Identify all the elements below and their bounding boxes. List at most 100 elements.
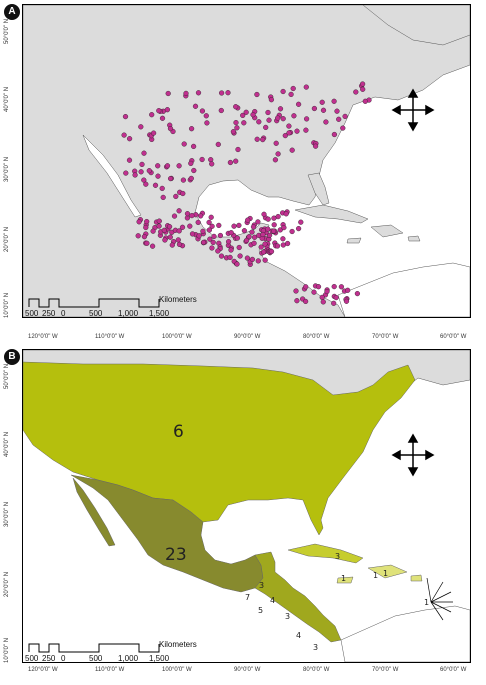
occurrence-point xyxy=(152,182,159,188)
occurrence-point xyxy=(189,231,196,237)
occurrence-point xyxy=(165,90,171,97)
occurrence-point xyxy=(225,90,231,96)
occurrence-point xyxy=(183,90,189,97)
occurrence-point xyxy=(141,150,147,156)
occurrence-point xyxy=(204,120,210,126)
occurrence-point xyxy=(250,224,257,230)
occurrence-point xyxy=(289,147,295,153)
occurrence-point xyxy=(343,298,350,304)
scale-label-250: 250 xyxy=(42,309,56,318)
occurrence-point xyxy=(189,213,195,219)
occurrence-point xyxy=(254,136,260,142)
costa-rica-count: 4 xyxy=(296,631,302,640)
occurrence-point xyxy=(227,254,233,261)
occurrence-point xyxy=(199,108,206,114)
occurrence-point xyxy=(168,176,174,182)
scale-unit-label: Kilometers xyxy=(159,640,197,649)
occurrence-point xyxy=(280,116,286,122)
occurrence-point xyxy=(143,224,149,231)
occurrence-point xyxy=(296,226,302,232)
occurrence-point xyxy=(290,85,296,92)
occurrence-point xyxy=(241,120,247,126)
scale-bar xyxy=(28,643,160,653)
occurrence-point xyxy=(266,117,272,123)
occurrence-point xyxy=(167,234,173,240)
occurrence-point xyxy=(228,230,234,236)
occurrence-point xyxy=(209,223,215,229)
occurrence-point xyxy=(320,299,326,305)
occurrence-point xyxy=(265,226,271,232)
occurrence-point xyxy=(275,115,281,121)
scale-label-500: 500 xyxy=(89,654,103,663)
occurrence-point xyxy=(195,219,201,226)
occurrence-point xyxy=(126,136,133,142)
occurrence-point xyxy=(233,104,239,110)
occurrence-point xyxy=(230,129,237,135)
occurrence-point xyxy=(180,190,186,197)
occurrence-point xyxy=(331,284,337,290)
lat-tick-30: 30°0'0" N xyxy=(4,501,10,527)
occurrence-point xyxy=(303,284,309,290)
lat-tick-10: 10°0'0" N xyxy=(4,637,10,663)
occurrence-point xyxy=(138,169,144,175)
panel-a: Kilometers 500 250 0 500 1,000 1,500 A 5… xyxy=(3,3,471,340)
lat-tick-40: 40°0'0" N xyxy=(4,86,10,112)
belize-count: 3 xyxy=(259,581,265,590)
occurrence-point xyxy=(246,234,252,240)
occurrence-point xyxy=(289,228,295,235)
lon-tick-60: 60°0'0" W xyxy=(440,334,467,340)
occurrence-point xyxy=(272,157,279,163)
occurrence-point xyxy=(338,284,345,290)
occurrence-point xyxy=(340,125,346,131)
occurrence-point xyxy=(262,257,268,263)
occurrence-point xyxy=(227,159,234,166)
occurrence-point xyxy=(304,116,310,122)
occurrence-point xyxy=(258,244,264,250)
occurrence-point xyxy=(311,289,317,295)
occurrence-point xyxy=(298,219,304,225)
nicaragua-count: 3 xyxy=(285,612,291,621)
guatemala-count: 7 xyxy=(245,593,251,602)
puerto-rico-region xyxy=(410,574,423,582)
scale-bar xyxy=(28,298,160,308)
occurrence-point xyxy=(198,213,204,219)
occurrence-point xyxy=(255,258,261,264)
occurrence-point xyxy=(280,236,286,242)
occurrence-point xyxy=(249,256,256,263)
occurrence-point xyxy=(211,233,217,240)
occurrence-point xyxy=(188,175,194,182)
occurrence-point xyxy=(244,237,250,244)
lon-tick-60: 60°0'0" W xyxy=(440,667,467,673)
occurrence-point xyxy=(176,163,182,169)
occurrence-point xyxy=(123,170,129,176)
occurrence-point xyxy=(251,240,257,246)
occurrence-point xyxy=(180,177,187,183)
scale-label-0: 0 xyxy=(61,309,66,318)
occurrence-point xyxy=(261,211,267,217)
occurrence-point xyxy=(176,241,183,248)
occurrence-point xyxy=(136,219,142,225)
occurrence-point xyxy=(206,219,212,226)
occurrence-point xyxy=(331,98,337,104)
occurrence-point xyxy=(200,228,206,234)
lon-tick-120: 120°0'0" W xyxy=(28,667,58,673)
occurrence-point xyxy=(187,223,193,229)
lon-tick-120: 120°0'0" W xyxy=(28,334,58,340)
lon-tick-70: 70°0'0" W xyxy=(372,667,399,673)
occurrence-point xyxy=(191,143,197,150)
scale-label-1500: 1,500 xyxy=(149,654,170,663)
occurrence-point xyxy=(173,193,179,200)
central-america-region xyxy=(254,551,342,643)
scale-label-1000: 1,000 xyxy=(118,654,139,663)
lon-tick-110: 110°0'0" W xyxy=(95,667,125,673)
scale-label-0: 0 xyxy=(61,654,66,663)
cuba-region xyxy=(287,543,364,564)
occurrence-point xyxy=(360,81,366,87)
occurrence-point xyxy=(217,232,224,239)
occurrence-point xyxy=(260,137,266,143)
occurrence-point xyxy=(218,107,224,114)
occurrence-point xyxy=(267,232,273,238)
occurrence-map xyxy=(23,5,470,317)
lon-tick-80: 80°0'0" W xyxy=(303,667,330,673)
occurrence-point xyxy=(149,112,155,118)
